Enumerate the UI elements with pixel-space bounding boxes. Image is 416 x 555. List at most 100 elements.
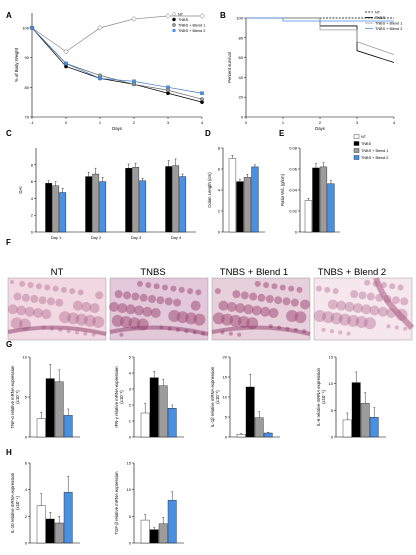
chart-b-legend-label: NT — [375, 10, 381, 14]
chart-a-x-tick-label: 4 — [201, 120, 204, 125]
chart-a-point — [30, 26, 34, 30]
chart-g4-bar — [360, 403, 370, 438]
tissue-cell-cluster — [69, 288, 76, 295]
tissue-cell-cluster — [114, 290, 123, 299]
chart-d-bar — [251, 166, 259, 233]
tissue-cell-cluster — [274, 296, 283, 305]
tissue-cell-cluster — [321, 327, 326, 332]
chart-g3-bar — [236, 434, 246, 438]
tissue-cell-cluster — [265, 294, 274, 303]
tissue-cell-cluster — [330, 312, 343, 325]
chart-g3-y-label-unit: (x10⁻³) — [215, 390, 220, 404]
tissue-cell-cluster — [313, 309, 326, 322]
tissue-cell-cluster — [119, 332, 124, 337]
tissue-cell-cluster — [187, 288, 194, 295]
tissue-cell-cluster — [369, 305, 380, 316]
chart-h2-bar — [158, 523, 168, 544]
panel-letter-c: C — [6, 129, 12, 138]
tissue-cell-cluster — [352, 303, 363, 314]
photo-title-tnbs-blend1: TNBS + Blend 1 — [220, 267, 288, 278]
chart-b-y-label: Percent survival — [227, 52, 232, 83]
chart-c-y-tick-label: 6 — [31, 179, 34, 184]
chart-d-bar — [236, 181, 244, 233]
tissue-cell-cluster — [386, 324, 391, 329]
tissue-cell-cluster — [249, 292, 258, 301]
chart-g3-bar — [254, 417, 264, 438]
chart-e-y-label: Ratio W/L (g/cm) — [280, 173, 285, 206]
tissue-cell-cluster — [72, 300, 83, 311]
chart-a-x-tick-label: 0 — [65, 120, 68, 125]
chart-d-bar — [243, 177, 252, 233]
chart-a-point — [132, 79, 136, 84]
chart-d-y-label: Colon Length (cm) — [207, 172, 212, 208]
chart-a-x-tick-label: 1 — [99, 120, 102, 125]
tissue-cell-cluster — [55, 298, 64, 307]
tissue-cell-cluster — [361, 304, 372, 315]
chart-c-bar — [125, 167, 133, 233]
chart-e-y-tick-label: 0.08 — [289, 146, 298, 151]
chart-g2-bar — [158, 385, 168, 438]
chart-h2-y-tick-label: 15 — [127, 461, 132, 466]
chart-a-y-tick-label: 100 — [22, 25, 29, 30]
chart-d-y-tick-label: 0 — [218, 230, 221, 235]
tissue-cell-cluster — [111, 314, 124, 327]
tissue-cell-cluster — [10, 317, 23, 330]
chart-e-legend-label: TNBS + Blend 2 — [361, 156, 388, 160]
chart-a-legend-label: TNBS + Blend 2 — [178, 29, 205, 33]
chart-c-bar — [99, 181, 107, 233]
tissue-cell-cluster — [350, 290, 359, 299]
chart-h1-y-label-unit: (x10⁻⁴) — [15, 495, 20, 509]
chart-g1-y-label: TNF-α relative mRNA expression — [10, 365, 15, 429]
chart-g4-y-tick-label: 5 — [331, 408, 334, 413]
chart-a-series-line — [31, 27, 203, 94]
chart-g2-bar — [149, 377, 159, 438]
tissue-cell-cluster — [336, 300, 347, 311]
tissue-cell-cluster — [288, 285, 295, 292]
chart-g3-bar — [245, 386, 255, 438]
tissue-cell-cluster — [228, 331, 233, 336]
chart-e-bar — [327, 183, 335, 233]
tissue-cell-cluster — [232, 290, 241, 299]
chart-h2-y-tick-label: 0 — [129, 541, 132, 546]
tissue-cell-cluster — [322, 311, 335, 324]
chart-h1-y-tick-label: 6 — [25, 461, 28, 466]
tissue-cell-cluster — [344, 301, 355, 312]
chart-g2-y-tick-label: 0 — [129, 435, 132, 440]
chart-g1-y-tick-label: 0 — [25, 435, 28, 440]
panel-letter-a: A — [6, 11, 12, 20]
tissue-cell-cluster — [173, 298, 182, 307]
chart-b-y-tick-label: 0 — [241, 115, 244, 120]
tissue-cell-cluster — [139, 293, 148, 302]
tissue-cell-cluster — [122, 291, 131, 300]
tissue-cell-cluster — [148, 294, 157, 303]
chart-g2-y-tick-label: 1 — [129, 419, 132, 424]
tissue-cell-cluster — [74, 330, 79, 335]
chart-c-bar — [165, 166, 173, 233]
chart-g2-y-tick-label: 3 — [129, 387, 132, 392]
chart-d-y-tick-label: 6 — [218, 167, 221, 172]
chart-b-survival-line — [246, 17, 395, 56]
chart-b-x-tick-label: 1 — [282, 120, 285, 125]
tissue-cell-cluster — [16, 305, 27, 316]
chart-b-y-tick-label: 40 — [239, 75, 244, 80]
tissue-cell-cluster — [240, 291, 249, 300]
tissue-cell-cluster — [164, 297, 173, 306]
chart-h2-y-label: TGF-β relative mRNA expression — [114, 471, 119, 535]
tissue-cell-cluster — [32, 307, 43, 318]
chart-d-y-tick-label: 4 — [218, 188, 221, 193]
tissue-cell-cluster — [162, 284, 169, 291]
chart-g1-y-label-unit: (x10⁻³) — [15, 390, 20, 404]
chart-a-series-line — [31, 15, 202, 53]
tissue-cell-cluster — [226, 301, 237, 312]
chart-a-point — [98, 73, 102, 78]
chart-d-y-tick-label: 8 — [218, 146, 221, 151]
chart-a-point — [165, 13, 171, 19]
tissue-cell-cluster — [19, 280, 26, 287]
photo-title-nt: NT — [51, 267, 64, 278]
chart-g2-bar — [140, 412, 150, 438]
tissue-cell-cluster — [363, 317, 376, 330]
tissue-cell-cluster — [257, 293, 266, 302]
chart-c-y-tick-label: 8 — [31, 162, 34, 167]
chart-d-bar — [228, 158, 237, 233]
